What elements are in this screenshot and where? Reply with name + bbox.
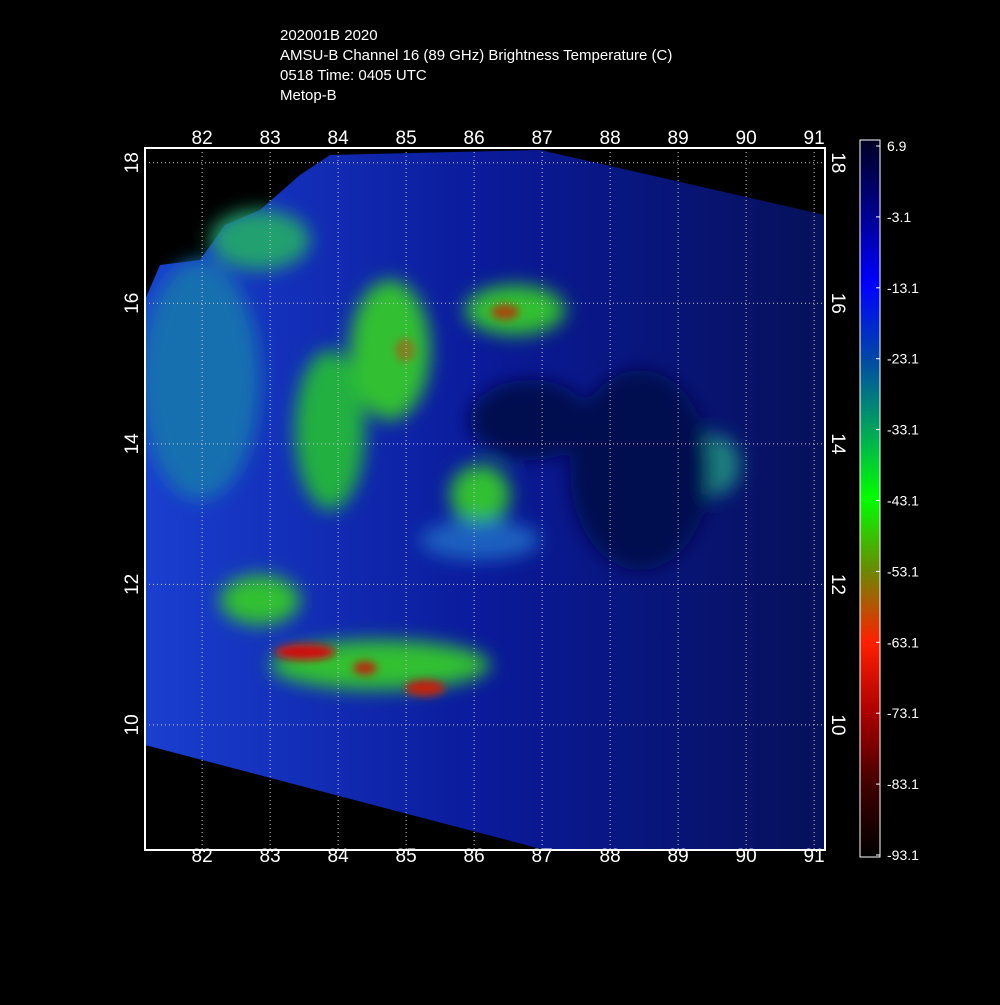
header-line: AMSU-B Channel 16 (89 GHz) Brightness Te… (280, 47, 672, 64)
x-tick-label: 85 (396, 846, 417, 867)
colorbar-label: -73.1 (887, 705, 919, 721)
colorbar (859, 139, 881, 858)
colorbar-label: -33.1 (887, 422, 919, 438)
y-tick-label: 10 (122, 714, 143, 735)
x-tick-label: 91 (804, 128, 825, 149)
header-line: 0518 Time: 0405 UTC (280, 67, 427, 84)
x-tick-label: 87 (532, 128, 553, 149)
x-tick-label: 89 (668, 846, 689, 867)
y-tick-label: 18 (827, 152, 848, 173)
colorbar-label: -13.1 (887, 280, 919, 296)
y-tick-label: 14 (122, 433, 143, 455)
cold-cores (275, 304, 519, 696)
colorbar-label: 6.9 (887, 138, 907, 154)
colorbar-label: -83.1 (887, 776, 919, 792)
x-tick-label: 90 (736, 128, 757, 149)
y-tick-label: 14 (827, 433, 848, 455)
x-tick-label: 87 (532, 846, 553, 867)
grid: 82 82 83 83 84 84 85 85 86 86 87 87 88 88 89 89 90 90 91 91… (122, 128, 848, 867)
x-tick-label: 89 (668, 128, 689, 149)
y-tick-label: 18 (122, 152, 143, 173)
x-tick-label: 86 (464, 846, 485, 867)
y-tick-label: 10 (827, 714, 848, 735)
y-tick-label: 16 (122, 293, 143, 314)
y-tick-label: 16 (827, 293, 848, 314)
x-tick-label: 90 (736, 846, 757, 867)
header-line: 202001B 2020 (280, 27, 378, 44)
header-line: Metop-B (280, 87, 337, 104)
x-tick-label: 82 (192, 128, 213, 149)
x-tick-label: 84 (328, 846, 350, 867)
colorbar-label: -23.1 (887, 351, 919, 367)
x-tick-label: 88 (600, 846, 621, 867)
imagery (145, 150, 825, 850)
x-tick-label: 82 (192, 846, 213, 867)
colorbar-label: -53.1 (887, 563, 919, 579)
colorbar-label: -63.1 (887, 634, 919, 650)
colorbar-ticks: 6.9 -3.1 -13.1 -23.1 -33.1 -43.1 -53.1 -63.1 -73… (876, 138, 919, 863)
x-tick-label: 83 (260, 846, 281, 867)
x-tick-label: 91 (804, 846, 825, 867)
y-tick-label: 12 (122, 574, 143, 595)
plot-frame (144, 147, 826, 851)
x-tick-label: 85 (396, 128, 417, 149)
x-tick-label: 86 (464, 128, 485, 149)
x-tick-label: 84 (328, 128, 350, 149)
header: 202001B 2020 AMSU-B Channel 16 (89 GHz) B… (280, 27, 672, 104)
colorbar-label: -3.1 (887, 209, 911, 225)
y-tick-label: 12 (827, 574, 848, 595)
colorbar-label: -93.1 (887, 847, 919, 863)
x-tick-label: 83 (260, 128, 281, 149)
x-tick-label: 88 (600, 128, 621, 149)
colorbar-label: -43.1 (887, 493, 919, 509)
